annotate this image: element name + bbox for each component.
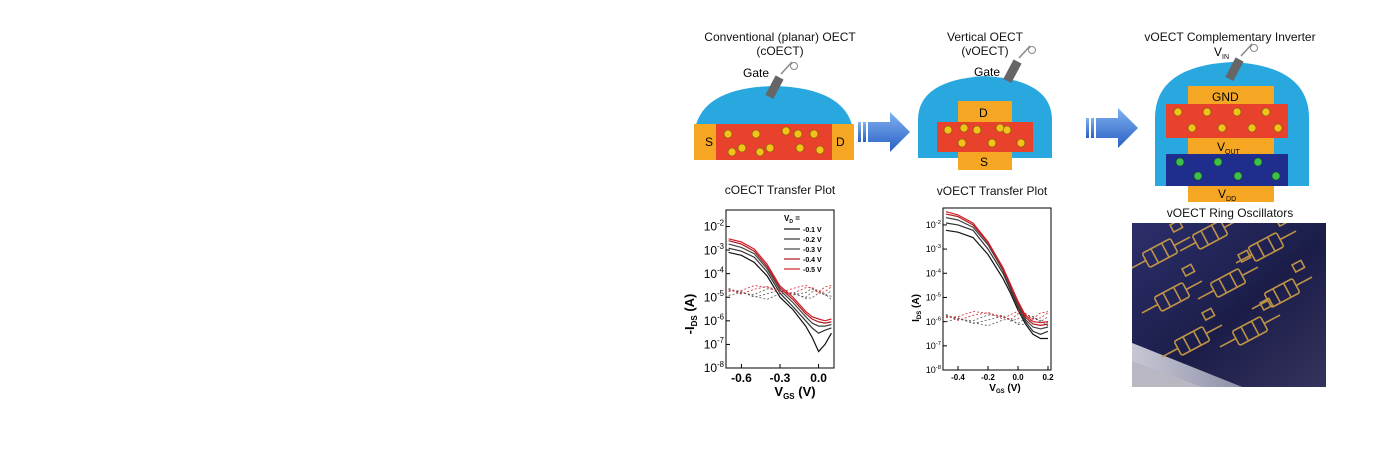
coect-y-axis-label: -IDS (A) [682,294,699,335]
voect-source-electrode [958,152,1012,170]
x-tick-label: -0.2 [981,373,995,382]
svg-text:-IDS (A): -IDS (A) [682,294,699,335]
coect-x-axis-label: VGS (V) [774,384,815,401]
x-tick-label: 0.2 [1042,373,1054,382]
gate-current-line [728,284,832,294]
y-tick-label: 10-4 [704,265,725,280]
y-tick-label: 10-2 [704,218,724,233]
voect-title: Vertical OECT (vOECT) [946,30,1024,58]
voect-gate-label: Gate [974,65,1000,79]
series-line [945,211,1049,324]
legend-entry: -0.4 V [803,257,822,264]
coect-drain-label: D [836,135,845,149]
ring-oscillator-photo [1132,223,1326,387]
y-tick-label: 10-5 [926,293,941,303]
legend-title: VD = [784,214,800,225]
gate-current-line [728,291,832,300]
series-line [728,247,832,334]
inverter-vdd-electrode [1188,186,1274,202]
y-tick-label: 10-2 [926,220,941,230]
voect-y-axis-label: IDS (A) [911,294,923,322]
x-tick-label: -0.4 [951,373,965,382]
inverter-vdd-label: VDD [1218,187,1236,203]
voect-source-label: S [980,155,988,169]
voect-drain-label: D [979,106,988,120]
coect-device [694,61,854,160]
svg-text:IDS (A): IDS (A) [911,294,923,322]
inverter-n-ions [1175,157,1281,181]
voect-gate-probe [1003,45,1036,84]
inverter-p-channel [1166,104,1288,138]
legend-entry: -0.1 V [803,227,822,234]
inverter-vout-electrode [1188,138,1274,154]
legend-entry: -0.2 V [803,237,822,244]
inverter-gnd-electrode [1188,86,1274,104]
voect-transfer-chart: IDS (A) VGS (V) 10-2 10-3 10-4 10-5 10-6 10-7… [911,207,1054,395]
voect-drain-electrode [958,101,1012,123]
inverter-vout-label: VOUT [1217,140,1241,156]
legend-entry: -0.3 V [803,247,822,254]
inverter-p-ions [1173,107,1283,133]
voect-channel [937,122,1033,152]
series-line [728,238,832,322]
inverter-vin-label: VIN [1214,45,1229,61]
arrow-right-icon [1086,108,1138,148]
inverter-gate-probe [1225,43,1258,82]
inverter-gnd-label: GND [1212,90,1239,104]
series-line [945,217,1049,330]
y-tick-label: 10-7 [704,336,724,351]
coect-chart-title: cOECT Transfer Plot [724,183,836,197]
y-tick-label: 10-7 [926,341,941,351]
inverter-device [1155,43,1309,202]
series-line [945,213,1049,327]
series-line [728,243,832,327]
coect-gate-probe [765,61,798,100]
coect-drain-electrode [832,124,854,160]
y-tick-label: 10-3 [926,244,941,254]
y-tick-label: 10-4 [926,268,942,278]
y-tick-label: 10-6 [926,317,941,327]
coect-transfer-chart: -IDS (A) VGS (V) 10-2 10-3 10-4 10-5 10-6 10-… [682,209,835,401]
x-tick-label: 0.0 [810,371,827,385]
ring-oscillators-title: vOECT Ring Oscillators [1166,206,1294,220]
coect-gate-label: Gate [743,66,769,80]
series-line [728,251,832,353]
voect-ions [943,123,1026,148]
gate-current-line [945,312,1049,321]
y-tick-label: 10-3 [704,242,724,257]
coect-source-label: S [705,135,713,149]
inverter-title: vOECT Complementary Inverter [1144,30,1316,44]
series-line [728,240,832,324]
x-tick-label: 0.0 [1012,373,1024,382]
y-tick-label: 10-8 [926,365,941,375]
series-line [945,222,1049,335]
plot-frame [942,207,1052,371]
coect-title: Conventional (planar) OECT (cOECT) [704,30,856,58]
voect-chart-title: vOECT Transfer Plot [936,184,1048,198]
y-tick-label: 10-8 [704,360,724,375]
x-tick-label: -0.3 [770,371,791,385]
voect-device [918,45,1052,170]
inverter-n-channel [1166,154,1288,186]
legend-entry: -0.5 V [803,267,822,274]
x-tick-label: -0.6 [731,371,752,385]
y-tick-label: 10-5 [704,289,725,304]
coect-source-electrode [694,124,716,160]
arrow-right-icon [858,112,910,152]
voect-x-axis-label: VGS (V) [989,383,1020,395]
series-line [945,229,1048,340]
y-tick-label: 10-6 [704,313,724,328]
coect-ions [723,126,825,157]
